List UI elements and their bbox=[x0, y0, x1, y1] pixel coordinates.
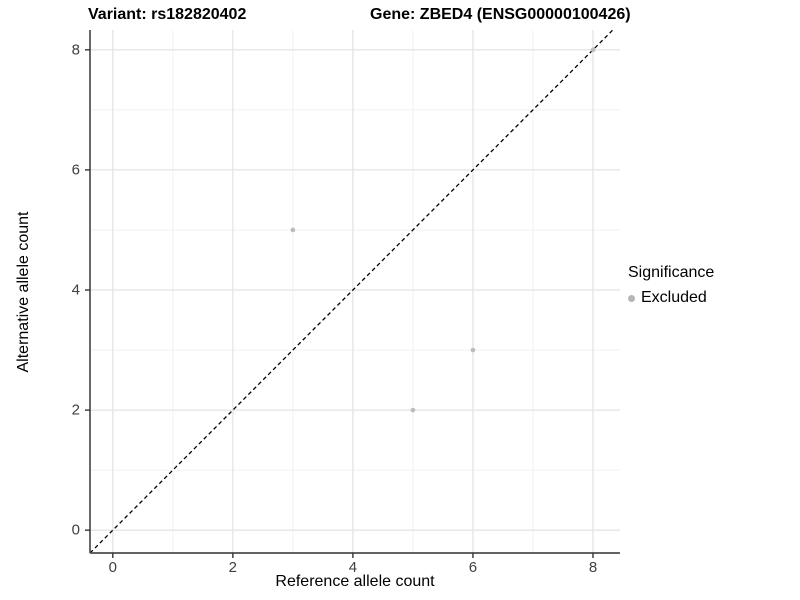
y-tick-label: 4 bbox=[71, 281, 80, 299]
x-tick-label: 6 bbox=[468, 559, 478, 576]
data-point bbox=[590, 47, 596, 53]
identity-dashed-line bbox=[89, 29, 614, 554]
legend: Significance Excluded bbox=[628, 264, 714, 307]
x-tick-label: 0 bbox=[108, 559, 117, 576]
x-tick-label: 2 bbox=[228, 559, 238, 576]
y-tick-label: 8 bbox=[71, 41, 80, 59]
gene-title: Gene: ZBED4 (ENSG00000100426) bbox=[370, 6, 631, 23]
y-tick-label: 6 bbox=[71, 161, 80, 179]
x-tick-label: 8 bbox=[588, 559, 598, 576]
y-axis-title: Alternative allele count bbox=[15, 211, 32, 373]
legend-item-label: Excluded bbox=[641, 289, 707, 306]
x-axis-title: Reference allele count bbox=[275, 573, 435, 590]
data-point bbox=[470, 347, 476, 353]
legend-item-excluded: Excluded bbox=[628, 289, 714, 307]
data-point bbox=[410, 407, 416, 413]
data-point bbox=[290, 227, 296, 233]
variant-title: Variant: rs182820402 bbox=[88, 6, 247, 23]
excluded-point-icon bbox=[628, 294, 635, 302]
y-tick-label: 0 bbox=[71, 521, 80, 539]
x-tick-label: 4 bbox=[348, 559, 358, 576]
legend-title: Significance bbox=[628, 264, 715, 281]
y-tick-label: 2 bbox=[71, 401, 80, 419]
